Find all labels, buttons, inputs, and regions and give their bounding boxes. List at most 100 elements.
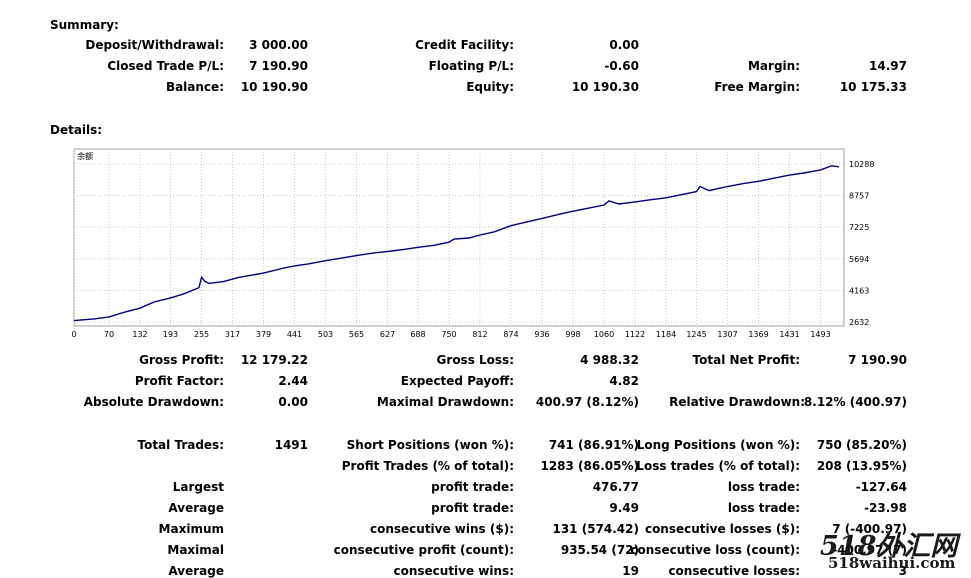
maximal-cons-profit-value: 935.54 (72) bbox=[560, 543, 639, 557]
x-tick-label: 874 bbox=[503, 330, 518, 339]
x-tick-label: 317 bbox=[225, 330, 240, 339]
net-profit-label: Total Net Profit: bbox=[692, 353, 800, 367]
x-tick-label: 441 bbox=[287, 330, 302, 339]
gross-loss-value: 4 988.32 bbox=[580, 353, 639, 367]
summary-heading: Summary: bbox=[50, 18, 119, 32]
x-tick-label: 998 bbox=[565, 330, 580, 339]
equity-label: Equity: bbox=[466, 80, 514, 94]
margin-value: 14.97 bbox=[869, 59, 907, 73]
credit-label: Credit Facility: bbox=[415, 38, 514, 52]
avg-cons-losses-value: 3 bbox=[898, 564, 907, 578]
balance-series-line bbox=[73, 165, 840, 322]
max-cons-wins-label: consecutive wins ($): bbox=[369, 522, 514, 536]
max-cons-wins-value: 131 (574.42) bbox=[552, 522, 639, 536]
average-label: Average bbox=[168, 501, 224, 515]
x-tick-label: 1369 bbox=[748, 330, 768, 339]
x-tick-label: 750 bbox=[441, 330, 456, 339]
legend-label: 余额 bbox=[77, 151, 93, 161]
total-trades-label: Total Trades: bbox=[137, 438, 224, 452]
maximal-cons-loss-value: -400.97 (7) bbox=[832, 543, 907, 557]
y-tick-label: 10288 bbox=[849, 160, 874, 169]
largest-loss-label: loss trade: bbox=[727, 480, 800, 494]
y-tick-label: 4163 bbox=[849, 286, 869, 295]
x-tick-label: 1060 bbox=[594, 330, 614, 339]
profit-factor-value: 2.44 bbox=[278, 374, 308, 388]
maximal-label: Maximal bbox=[167, 543, 224, 557]
average-loss-value: -23.98 bbox=[864, 501, 907, 515]
balance-chart-svg: 余额 10288 8757 7225 5694 4163 2632 0 70 132 193 25… bbox=[71, 148, 874, 339]
largest-loss-value: -127.64 bbox=[855, 480, 907, 494]
free-margin-value: 10 175.33 bbox=[839, 80, 907, 94]
largest-profit-value: 476.77 bbox=[592, 480, 639, 494]
floating-pl-value: -0.60 bbox=[604, 59, 639, 73]
x-tick-label: 1431 bbox=[779, 330, 799, 339]
x-tick-label: 255 bbox=[194, 330, 209, 339]
credit-value: 0.00 bbox=[609, 38, 639, 52]
profit-trades-value: 1283 (86.05%) bbox=[540, 459, 639, 473]
x-tick-label: 1184 bbox=[656, 330, 676, 339]
long-positions-value: 750 (85.20%) bbox=[816, 438, 907, 452]
floating-pl-label: Floating P/L: bbox=[428, 59, 514, 73]
x-tick-label: 70 bbox=[104, 330, 114, 339]
x-tick-label: 1122 bbox=[625, 330, 645, 339]
max-cons-losses-value: 7 (-400.97) bbox=[832, 522, 907, 536]
watermark-cn: 518外汇网 bbox=[820, 531, 958, 562]
absolute-drawdown-value: 0.00 bbox=[278, 395, 308, 409]
x-tick-label: 1307 bbox=[717, 330, 737, 339]
x-tick-label: 503 bbox=[318, 330, 333, 339]
maximal-drawdown-value: 400.97 (8.12%) bbox=[535, 395, 639, 409]
closed-pl-label: Closed Trade P/L: bbox=[107, 59, 224, 73]
profit-factor-label: Profit Factor: bbox=[134, 374, 224, 388]
avg-cons-losses-label: consecutive losses: bbox=[668, 564, 800, 578]
details-heading: Details: bbox=[50, 123, 103, 137]
long-positions-label: Long Positions (won %): bbox=[636, 438, 800, 452]
gross-profit-label: Gross Profit: bbox=[139, 353, 224, 367]
largest-label: Largest bbox=[172, 480, 224, 494]
balance-label: Balance: bbox=[165, 80, 224, 94]
y-axis-ticks: 10288 8757 7225 5694 4163 2632 bbox=[849, 160, 874, 327]
profit-trades-label: Profit Trades (% of total): bbox=[341, 459, 514, 473]
x-tick-label: 193 bbox=[163, 330, 178, 339]
maximal-cons-loss-label: consecutive loss (count): bbox=[630, 543, 800, 557]
gross-profit-value: 12 179.22 bbox=[240, 353, 308, 367]
margin-label: Margin: bbox=[747, 59, 800, 73]
closed-pl-value: 7 190.90 bbox=[249, 59, 308, 73]
x-tick-label: 936 bbox=[534, 330, 549, 339]
average-loss-label: loss trade: bbox=[727, 501, 800, 515]
average-profit-label: profit trade: bbox=[431, 501, 514, 515]
x-tick-label: 688 bbox=[410, 330, 425, 339]
balance-value: 10 190.90 bbox=[240, 80, 308, 94]
gross-loss-label: Gross Loss: bbox=[436, 353, 514, 367]
x-axis-ticks: 0 70 132 193 255 317 379 441 503 565 627 688 750 812 8… bbox=[71, 330, 830, 339]
chart-grid bbox=[73, 149, 844, 326]
loss-trades-value: 208 (13.95%) bbox=[816, 459, 907, 473]
average-profit-value: 9.49 bbox=[609, 501, 639, 515]
x-tick-label: 1493 bbox=[810, 330, 830, 339]
avg-cons-wins-value: 19 bbox=[622, 564, 639, 578]
y-tick-label: 7225 bbox=[849, 223, 869, 232]
maximal-cons-profit-label: consecutive profit (count): bbox=[333, 543, 514, 557]
x-tick-label: 627 bbox=[380, 330, 395, 339]
expected-payoff-label: Expected Payoff: bbox=[400, 374, 514, 388]
expected-payoff-value: 4.82 bbox=[609, 374, 639, 388]
x-tick-label: 565 bbox=[349, 330, 364, 339]
y-tick-label: 2632 bbox=[849, 318, 869, 327]
free-margin-label: Free Margin: bbox=[714, 80, 800, 94]
y-tick-label: 8757 bbox=[849, 192, 869, 201]
plot-frame bbox=[73, 148, 845, 327]
x-tick-label: 132 bbox=[132, 330, 147, 339]
x-tick-label: 0 bbox=[71, 330, 76, 339]
y-tick-label: 5694 bbox=[849, 255, 869, 264]
absolute-drawdown-label: Absolute Drawdown: bbox=[83, 395, 224, 409]
watermark-url: 518waihui.com bbox=[828, 554, 956, 572]
balance-chart: 余额 10288 8757 7225 5694 4163 2632 0 70 132 193 25… bbox=[71, 146, 889, 343]
short-positions-value: 741 (86.91%) bbox=[548, 438, 639, 452]
maximal-drawdown-label: Maximal Drawdown: bbox=[376, 395, 514, 409]
avg-cons-wins-label: consecutive wins: bbox=[393, 564, 514, 578]
largest-profit-label: profit trade: bbox=[431, 480, 514, 494]
max-cons-losses-label: consecutive losses ($): bbox=[644, 522, 800, 536]
average-consecutive-label: Average bbox=[168, 564, 224, 578]
deposit-label: Deposit/Withdrawal: bbox=[85, 38, 224, 52]
loss-trades-label: Loss trades (% of total): bbox=[636, 459, 800, 473]
total-trades-value: 1491 bbox=[274, 438, 308, 452]
